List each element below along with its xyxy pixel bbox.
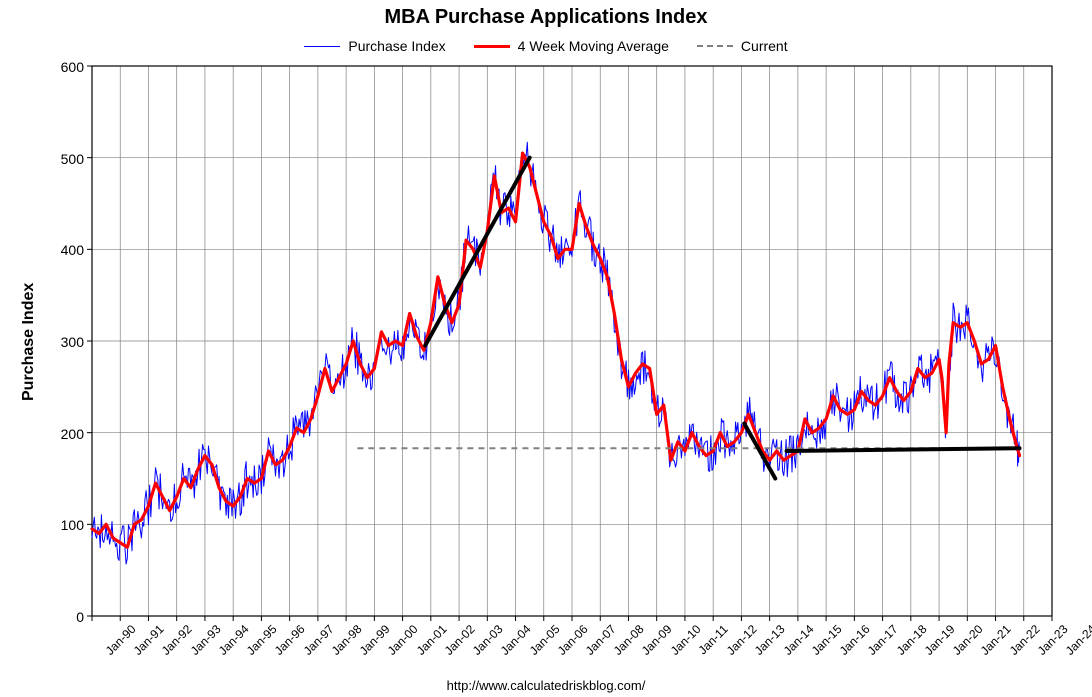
xtick-label: Jan-23 xyxy=(1035,622,1071,658)
xtick-label: Jan-92 xyxy=(159,622,195,658)
xtick-label: Jan-06 xyxy=(555,622,591,658)
xtick-label: Jan-95 xyxy=(244,622,280,658)
ytick-label: 0 xyxy=(44,609,84,625)
xtick-label: Jan-99 xyxy=(357,622,393,658)
xtick-label: Jan-94 xyxy=(216,622,252,658)
xtick-label: Jan-10 xyxy=(667,622,703,658)
ytick-label: 200 xyxy=(44,426,84,442)
xtick-label: Jan-22 xyxy=(1006,622,1042,658)
ytick-label: 300 xyxy=(44,334,84,350)
legend-item: Purchase Index xyxy=(304,38,445,54)
xtick-label: Jan-91 xyxy=(131,622,167,658)
legend-swatch xyxy=(304,46,340,47)
legend-swatch xyxy=(697,45,733,47)
xtick-label: Jan-01 xyxy=(413,622,449,658)
ytick-label: 500 xyxy=(44,151,84,167)
legend-item: Current xyxy=(697,38,788,54)
xtick-label: Jan-11 xyxy=(695,622,730,657)
xtick-label: Jan-14 xyxy=(780,622,816,658)
legend: Purchase Index 4 Week Moving Average Curre… xyxy=(0,38,1092,54)
xtick-label: Jan-08 xyxy=(611,622,647,658)
chart-container: MBA Purchase Applications Index Purchase… xyxy=(0,0,1092,697)
ytick-label: 100 xyxy=(44,517,84,533)
xtick-label: Jan-03 xyxy=(470,622,506,658)
chart-title: MBA Purchase Applications Index xyxy=(0,6,1092,29)
plot-area xyxy=(92,66,1052,616)
ytick-label: 400 xyxy=(44,242,84,258)
legend-label: Current xyxy=(741,38,788,54)
xtick-label: Jan-07 xyxy=(583,622,619,658)
xtick-label: Jan-09 xyxy=(639,622,675,658)
y-axis-label: Purchase Index xyxy=(20,283,38,401)
legend-label: 4 Week Moving Average xyxy=(518,38,669,54)
xtick-label: Jan-04 xyxy=(498,622,534,658)
credit-label: http://www.calculatedriskblog.com/ xyxy=(0,678,1092,693)
legend-item: 4 Week Moving Average xyxy=(474,38,669,54)
xtick-label: Jan-18 xyxy=(893,622,929,658)
chart-svg xyxy=(92,66,1052,616)
xtick-label: Jan-13 xyxy=(752,622,788,658)
xtick-label: Jan-05 xyxy=(526,622,562,658)
xtick-label: Jan-16 xyxy=(837,622,873,658)
xtick-label: Jan-19 xyxy=(922,622,958,658)
ytick-label: 600 xyxy=(44,59,84,75)
xtick-label: Jan-93 xyxy=(187,622,223,658)
xtick-label: Jan-15 xyxy=(809,622,845,658)
xtick-label: Jan-97 xyxy=(300,622,336,658)
xtick-label: Jan-02 xyxy=(442,622,478,658)
xtick-label: Jan-00 xyxy=(385,622,421,658)
xtick-label: Jan-98 xyxy=(329,622,365,658)
xtick-label: Jan-90 xyxy=(103,622,139,658)
legend-label: Purchase Index xyxy=(348,38,445,54)
xtick-label: Jan-12 xyxy=(724,622,760,658)
legend-swatch xyxy=(474,45,510,48)
xtick-label: Jan-21 xyxy=(978,622,1014,658)
xtick-label: Jan-17 xyxy=(865,622,901,658)
xtick-label: Jan-96 xyxy=(272,622,308,658)
xtick-label: Jan-20 xyxy=(950,622,986,658)
